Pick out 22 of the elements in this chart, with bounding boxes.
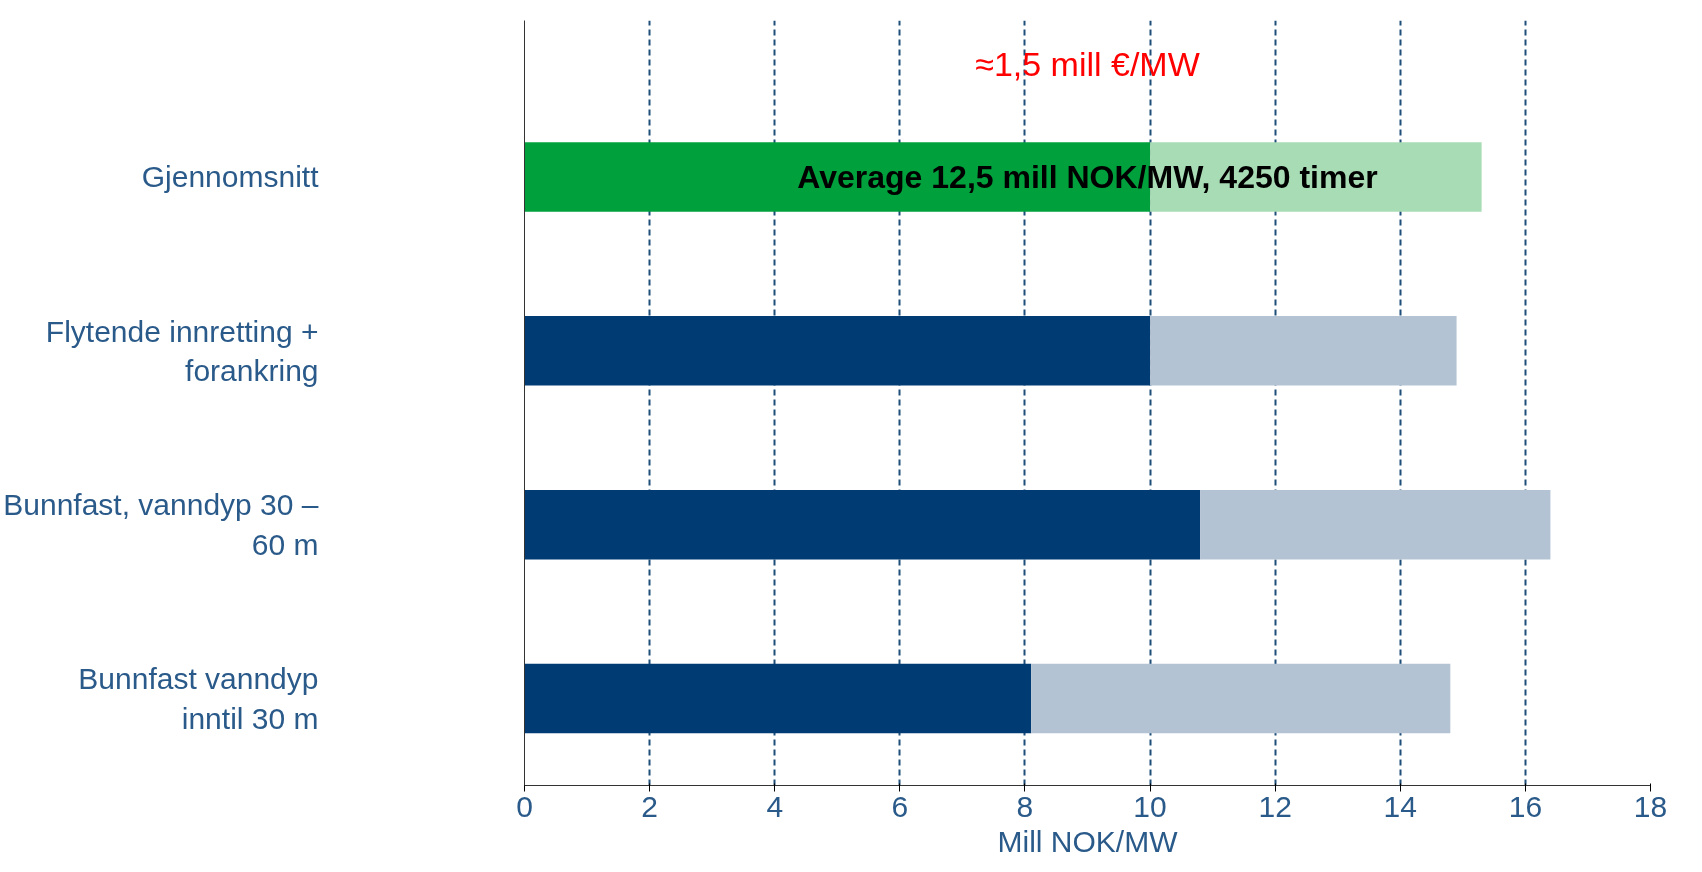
x-tick-label: 2 xyxy=(641,789,658,823)
x-axis-title: Mill NOK/MW xyxy=(997,824,1179,858)
x-tick-label: 0 xyxy=(516,789,533,823)
x-tick-label: 6 xyxy=(891,789,909,823)
x-tick-label: 16 xyxy=(1508,789,1543,823)
bar xyxy=(524,663,1032,734)
annotation: ≈1,5 mill €/MW xyxy=(975,44,1200,83)
x-tick-label: 14 xyxy=(1383,789,1417,823)
x-tick-label: 10 xyxy=(1133,789,1167,823)
bar xyxy=(524,316,1151,386)
x-tick-label: 4 xyxy=(766,789,784,823)
x-tick-label: 18 xyxy=(1633,789,1668,823)
y-tick-label: Flytende innretting + forankring xyxy=(45,314,319,388)
bar xyxy=(524,489,1201,560)
bar xyxy=(1200,489,1551,560)
x-tick-label: 12 xyxy=(1258,789,1292,823)
y-tick-label: Gjennomsnitt xyxy=(141,160,320,194)
x-tick-label: 8 xyxy=(1016,789,1034,823)
bar xyxy=(1031,663,1451,734)
bar xyxy=(1150,316,1457,386)
y-tick-label: Bunnfast vanndyp inntil 30 m xyxy=(78,662,319,735)
y-tick-label: Bunnfast, vanndyp 30 – 60 m xyxy=(3,488,319,561)
